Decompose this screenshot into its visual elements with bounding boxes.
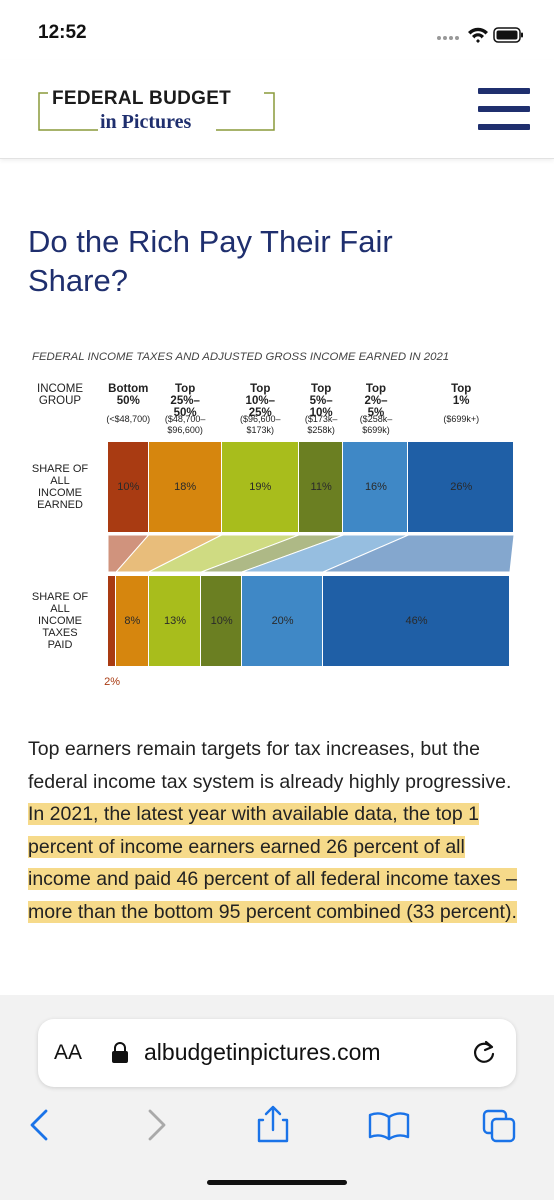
- data-label: 11%: [310, 481, 332, 493]
- row-label: SHARE OF ALL INCOME TAXES PAID: [31, 591, 89, 651]
- category-label: Top 10%–25%: [245, 383, 275, 419]
- category-range: ($48,700–$96,600): [164, 414, 206, 435]
- bar-segment: [201, 576, 242, 666]
- data-label: 10%: [117, 481, 140, 493]
- bar-segment: [408, 442, 514, 532]
- data-label: 16%: [364, 481, 387, 493]
- bar-segment: [148, 576, 202, 666]
- category-range: ($96,600–$173k): [239, 414, 281, 435]
- chart-subtitle: FEDERAL INCOME TAXES AND ADJUSTED GROSS …: [32, 351, 450, 363]
- data-label: 20%: [271, 615, 294, 627]
- status-time: 12:52: [38, 22, 87, 43]
- site-header: FEDERAL BUDGET in Pictures: [0, 60, 554, 159]
- bar-segment: [108, 442, 149, 532]
- connector-band: [322, 534, 515, 573]
- menu-button[interactable]: [478, 88, 530, 94]
- bar-segment: [148, 442, 222, 532]
- share-button[interactable]: [257, 1105, 289, 1143]
- data-label: 46%: [405, 615, 428, 627]
- menu-button[interactable]: [478, 124, 530, 130]
- forward-button[interactable]: [148, 1109, 166, 1141]
- reload-button[interactable]: [470, 1039, 498, 1067]
- back-button[interactable]: [30, 1109, 48, 1141]
- category-label: Top 25%–50%: [170, 383, 200, 419]
- toolbar-icons: [30, 1105, 516, 1143]
- tabs-button[interactable]: [482, 1109, 516, 1143]
- bar-segment: [116, 576, 149, 666]
- bar-segment: [343, 442, 409, 532]
- bar-segment: [108, 576, 117, 666]
- text-size-button[interactable]: AA: [54, 1041, 83, 1064]
- bar-segment: [323, 576, 510, 666]
- data-label: 18%: [174, 481, 197, 493]
- bar-segment: [221, 442, 299, 532]
- paragraph-text: Top earners remain targets for tax incre…: [28, 738, 512, 793]
- home-indicator: [207, 1180, 347, 1185]
- row-label: SHARE OF ALL INCOME EARNED: [31, 463, 89, 511]
- status-icons: [437, 27, 523, 43]
- data-label: 2%: [104, 676, 120, 688]
- highlighted-text: In 2021, the latest year with available …: [28, 803, 517, 923]
- lock-icon: [112, 1042, 128, 1063]
- category-label: Top 1%: [451, 383, 472, 407]
- article-paragraph: Top earners remain targets for tax incre…: [28, 733, 528, 928]
- connectors: [107, 534, 515, 573]
- category-label: Bottom 50%: [108, 383, 149, 407]
- category-label: Top 2%–5%: [364, 383, 388, 419]
- category-range: ($699k+): [443, 414, 480, 424]
- browser-toolbar: AA albudgetinpictures.com: [0, 995, 554, 1200]
- bookmarks-button[interactable]: [368, 1112, 410, 1141]
- category-axis-label: INCOME GROUP: [37, 383, 83, 407]
- bar-segment: [298, 442, 344, 532]
- url[interactable]: albudgetinpictures.com: [144, 1039, 381, 1065]
- data-label: 8%: [124, 615, 141, 627]
- data-label: 10%: [210, 615, 233, 627]
- logo-text[interactable]: in Pictures: [100, 111, 192, 133]
- data-label: 19%: [249, 481, 272, 493]
- category-range: ($173k–$258k): [304, 414, 338, 435]
- data-label: 26%: [450, 481, 473, 493]
- logo-frame: [38, 92, 275, 131]
- category-label: Top 5%–10%: [309, 383, 333, 419]
- bar-segment: [241, 576, 324, 666]
- category-range: ($258k–$699k): [359, 414, 393, 435]
- address-bar[interactable]: AA albudgetinpictures.com: [38, 1019, 516, 1087]
- category-range: (<$48,700): [106, 414, 151, 424]
- chart: FEDERAL INCOME TAXES AND ADJUSTED GROSS …: [0, 340, 554, 700]
- menu-button[interactable]: [478, 106, 530, 112]
- article-title: Do the Rich Pay Their Fair Share?: [28, 224, 393, 298]
- data-label: 13%: [163, 615, 186, 627]
- logo-text[interactable]: FEDERAL BUDGET: [52, 88, 232, 109]
